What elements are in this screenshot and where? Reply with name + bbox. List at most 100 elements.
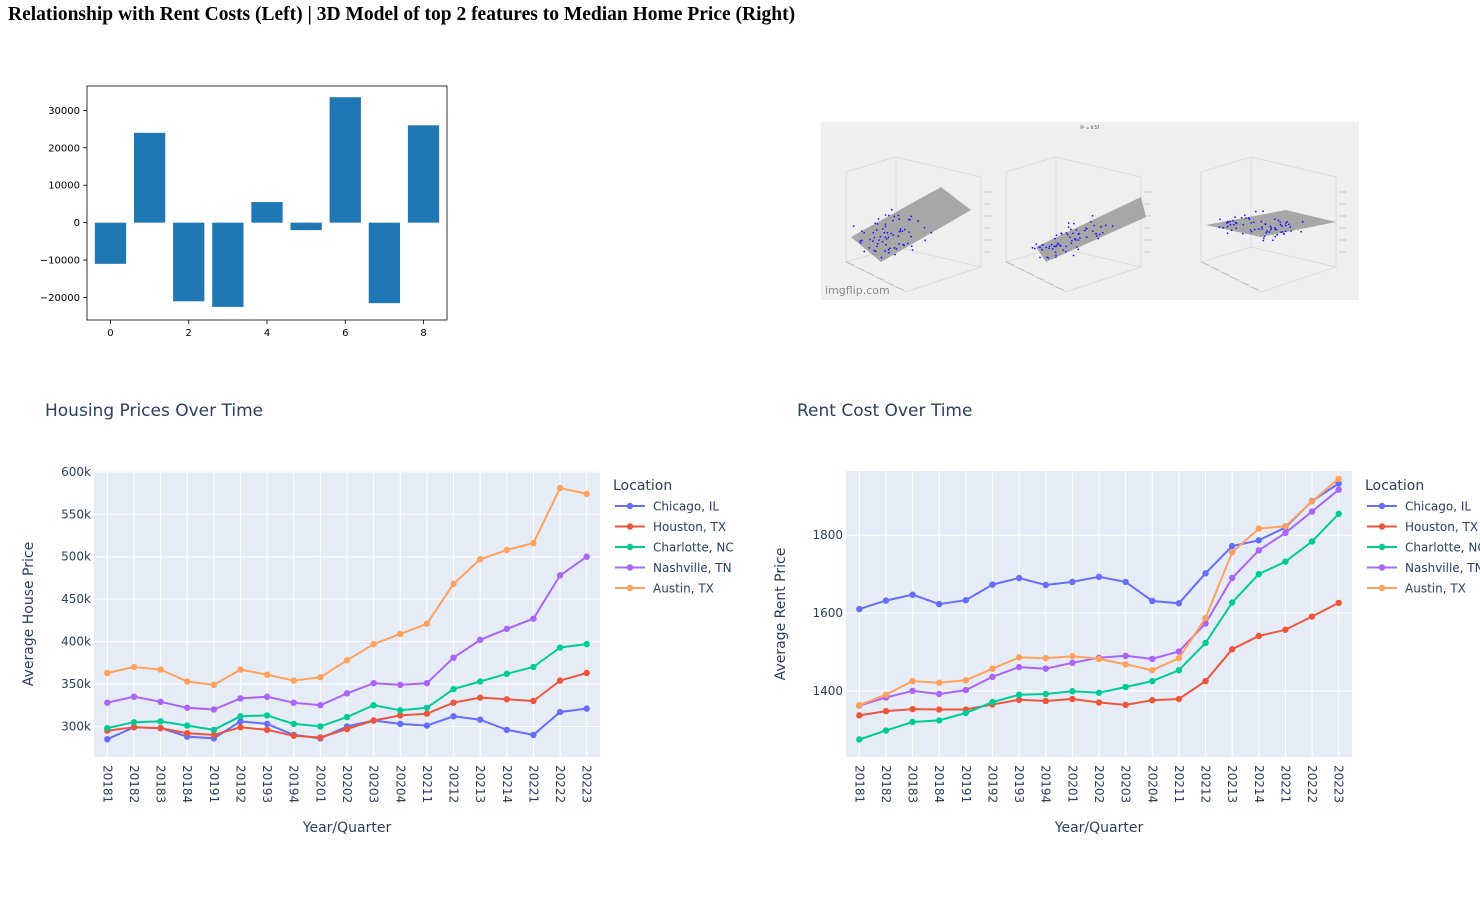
data-point <box>1202 570 1209 577</box>
data-point <box>962 686 970 694</box>
data-point <box>556 708 564 716</box>
data-point <box>450 580 457 588</box>
data-point <box>909 718 916 726</box>
data-point <box>1228 599 1236 606</box>
data-point <box>290 699 297 706</box>
data-point <box>962 709 970 717</box>
y-axis-title: Average House Price <box>21 542 37 686</box>
data-point <box>1263 235 1266 238</box>
data-point <box>888 247 891 250</box>
data-point <box>1255 570 1262 578</box>
data-point <box>237 718 244 725</box>
data-point <box>1149 667 1156 674</box>
data-point <box>1300 230 1303 233</box>
data-point <box>1149 655 1156 663</box>
data-point <box>1066 233 1069 236</box>
data-point <box>1227 221 1230 224</box>
data-point <box>1077 248 1080 251</box>
data-point <box>1095 689 1103 696</box>
y-tick-label: 1800 <box>812 528 843 542</box>
data-point <box>1149 597 1156 605</box>
data-point <box>1055 234 1058 237</box>
data-point <box>884 250 887 252</box>
data-point <box>317 723 324 730</box>
x-tick-label: 20192 <box>233 765 247 803</box>
cube-tick <box>875 276 885 281</box>
data-point <box>104 669 111 677</box>
data-point <box>911 249 914 251</box>
data-point <box>1222 226 1225 229</box>
bar-chart: −20000 −10000 0 10000 20000 30000 0 2 4 6 8 <box>0 70 470 360</box>
data-point <box>1054 245 1057 248</box>
data-point <box>1122 661 1129 668</box>
data-point <box>898 230 901 233</box>
data-point <box>1053 237 1056 240</box>
bar-0 <box>94 222 127 264</box>
data-point <box>903 228 906 231</box>
x-tick-label: 20203 <box>367 765 381 803</box>
data-point <box>1286 220 1288 223</box>
data-point <box>1232 219 1234 222</box>
data-point <box>1058 244 1061 246</box>
data-point <box>1015 654 1023 661</box>
x-tick-label: 20193 <box>1012 765 1026 803</box>
data-point <box>989 665 996 672</box>
data-point <box>886 231 889 234</box>
data-point <box>290 720 297 728</box>
cube-tick <box>845 261 855 266</box>
data-point <box>1175 600 1183 607</box>
data-point <box>1284 224 1287 227</box>
data-point <box>962 677 970 684</box>
cube-tick <box>1230 276 1240 281</box>
x-tick-label: 20223 <box>1332 765 1346 803</box>
legend-marker <box>1378 502 1386 510</box>
regression-plane <box>851 187 971 262</box>
data-point <box>909 677 916 685</box>
data-point <box>859 241 862 244</box>
data-point <box>962 596 970 604</box>
data-point <box>530 539 537 547</box>
data-point <box>1274 235 1277 238</box>
bar-1 <box>133 132 166 223</box>
data-point <box>1277 219 1280 222</box>
data-point <box>1149 677 1156 685</box>
legend-label: Austin, TX <box>1405 582 1466 596</box>
data-point <box>1276 233 1279 236</box>
data-point <box>1202 677 1209 685</box>
x-tick-label: 20223 <box>580 765 594 803</box>
data-point <box>1335 599 1342 607</box>
data-point <box>583 669 590 677</box>
data-point <box>1287 223 1290 226</box>
data-point <box>1261 226 1263 229</box>
data-point <box>1122 683 1129 691</box>
data-point <box>909 705 916 713</box>
y-tick-label: 550k <box>61 507 91 521</box>
legend-marker <box>1378 523 1386 530</box>
data-point <box>1077 233 1080 236</box>
y-tick-label: −10000 <box>40 256 80 267</box>
data-point <box>1122 701 1129 709</box>
data-point <box>1065 245 1068 248</box>
data-point <box>1281 225 1283 227</box>
data-point <box>1270 226 1273 229</box>
data-point <box>1229 220 1232 223</box>
data-point <box>1274 226 1277 229</box>
data-point <box>1262 239 1265 242</box>
data-point <box>936 600 943 608</box>
data-point <box>1053 245 1056 248</box>
data-point <box>583 640 590 648</box>
data-point <box>1095 235 1098 238</box>
data-point <box>1064 250 1067 253</box>
data-point <box>1062 249 1065 252</box>
data-point <box>503 670 510 678</box>
data-point <box>1274 228 1276 231</box>
data-point <box>263 693 271 700</box>
cube-tick <box>1045 281 1055 286</box>
x-tick-label: 2 <box>186 328 192 339</box>
y-tick-label: 450k <box>61 592 91 606</box>
data-point <box>892 219 895 222</box>
x-tick-label: 20183 <box>154 765 168 803</box>
data-point <box>1073 237 1076 240</box>
y-tick-label: 0 <box>74 218 80 229</box>
data-point <box>1242 223 1245 226</box>
